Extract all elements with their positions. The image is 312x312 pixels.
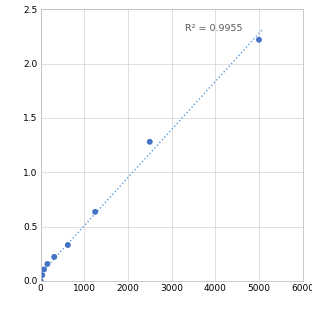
Point: [40, 273, 45, 278]
Point: [93, 209, 98, 214]
Point: [41, 267, 46, 272]
Point: [52, 254, 57, 259]
Point: [256, 37, 261, 42]
Point: [147, 139, 152, 144]
Point: [45, 261, 50, 266]
Text: R² = 0.9955: R² = 0.9955: [185, 24, 242, 33]
Point: [38, 278, 43, 283]
Point: [66, 242, 71, 247]
